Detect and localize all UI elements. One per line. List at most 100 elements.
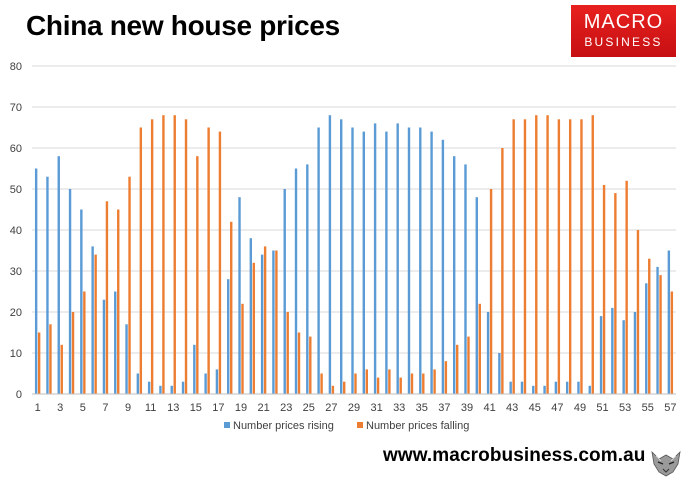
bar-falling xyxy=(388,369,391,394)
bar-rising xyxy=(577,381,580,394)
y-tick-label: 20 xyxy=(10,307,22,319)
bar-rising xyxy=(215,369,219,394)
bar-falling xyxy=(399,377,402,394)
bar-falling xyxy=(591,115,594,394)
bar-rising xyxy=(57,156,60,394)
bar-falling xyxy=(535,115,538,394)
bar-falling xyxy=(636,230,640,394)
bar-rising xyxy=(599,316,603,394)
bar-rising xyxy=(328,115,332,394)
bar-falling xyxy=(422,373,425,394)
bar-falling xyxy=(150,119,154,395)
bar-rising xyxy=(565,381,569,394)
bar-rising xyxy=(633,312,637,394)
bar-rising xyxy=(656,266,659,394)
bar-falling xyxy=(478,303,481,394)
legend-label: Number prices rising xyxy=(233,420,334,432)
bar-rising xyxy=(498,353,501,394)
bar-falling xyxy=(37,332,41,394)
x-tick-label: 47 xyxy=(551,402,563,414)
bar-falling xyxy=(625,180,628,394)
bar-rising xyxy=(486,312,490,394)
bar-falling xyxy=(71,312,75,394)
bar-rising xyxy=(543,385,546,394)
bar-rising xyxy=(667,250,671,394)
x-tick-label: 35 xyxy=(416,402,428,414)
bar-falling xyxy=(60,344,63,394)
x-tick-label: 43 xyxy=(506,402,518,414)
bar-falling xyxy=(162,115,165,394)
y-tick-label: 70 xyxy=(10,102,22,114)
bar-rising xyxy=(385,131,388,394)
bar-rising xyxy=(181,381,185,394)
bar-rising xyxy=(520,381,524,394)
bar-rising xyxy=(102,299,106,394)
bar-rising xyxy=(125,324,128,394)
legend-label: Number prices falling xyxy=(366,420,469,432)
bar-rising xyxy=(407,127,411,394)
bar-falling xyxy=(49,324,52,394)
chart-title: China new house prices xyxy=(26,10,340,41)
bar-rising xyxy=(373,123,377,395)
bar-rising xyxy=(622,320,625,394)
bar-rising xyxy=(509,381,512,394)
bar-falling xyxy=(184,119,188,395)
x-tick-label: 31 xyxy=(370,402,382,414)
bar-falling xyxy=(489,189,493,394)
bars xyxy=(34,115,674,395)
bar-falling xyxy=(207,127,210,394)
bar-rising xyxy=(532,385,535,394)
bar-falling xyxy=(455,344,459,394)
bar-falling xyxy=(128,176,131,394)
bar-rising xyxy=(147,381,151,394)
bar-falling xyxy=(139,127,143,394)
logo-line-2: BUSINESS xyxy=(584,35,663,49)
bar-rising xyxy=(645,283,648,394)
bar-falling xyxy=(557,119,561,395)
bar-falling xyxy=(648,258,651,394)
y-tick-label: 60 xyxy=(10,143,22,155)
gridlines xyxy=(32,65,676,354)
bar-rising xyxy=(204,373,207,394)
bar-falling xyxy=(275,250,278,394)
x-tick-label: 29 xyxy=(348,402,360,414)
bar-rising xyxy=(419,127,422,394)
x-tick-label: 57 xyxy=(664,402,676,414)
x-tick-label: 53 xyxy=(619,402,631,414)
bar-falling xyxy=(659,275,662,394)
bar-rising xyxy=(396,123,399,395)
bar-falling xyxy=(331,385,335,394)
bar-rising xyxy=(475,197,478,394)
bar-falling xyxy=(309,336,312,394)
bar-rising xyxy=(554,381,558,394)
bar-rising xyxy=(283,189,286,394)
wolf-logo-icon xyxy=(648,446,684,478)
bar-falling xyxy=(444,361,448,394)
y-tick-label: 40 xyxy=(10,225,22,237)
x-tick-label: 13 xyxy=(167,402,179,414)
bar-rising xyxy=(306,164,309,394)
x-tick-label: 41 xyxy=(483,402,495,414)
bar-falling xyxy=(297,332,301,394)
bar-falling xyxy=(117,209,120,394)
x-tick-label: 19 xyxy=(235,402,247,414)
x-tick-label: 51 xyxy=(596,402,608,414)
bar-rising xyxy=(91,246,94,394)
y-tick-label: 30 xyxy=(10,266,22,278)
x-tick-label: 49 xyxy=(574,402,586,414)
y-axis-ticks: 0 10 20 30 40 50 60 70 80 xyxy=(10,61,22,401)
bar-falling xyxy=(614,193,617,394)
x-tick-label: 39 xyxy=(461,402,473,414)
bar-falling xyxy=(354,373,357,394)
y-tick-label: 80 xyxy=(10,61,22,73)
bar-rising xyxy=(611,307,614,394)
bar-falling xyxy=(173,115,176,394)
bar-rising xyxy=(464,164,467,394)
bar-rising xyxy=(362,131,365,394)
x-tick-label: 7 xyxy=(102,402,108,414)
bar-rising xyxy=(170,385,173,394)
bar-falling xyxy=(467,336,470,394)
bar-rising xyxy=(317,127,320,394)
bar-rising xyxy=(430,131,433,394)
bar-falling xyxy=(83,291,86,394)
